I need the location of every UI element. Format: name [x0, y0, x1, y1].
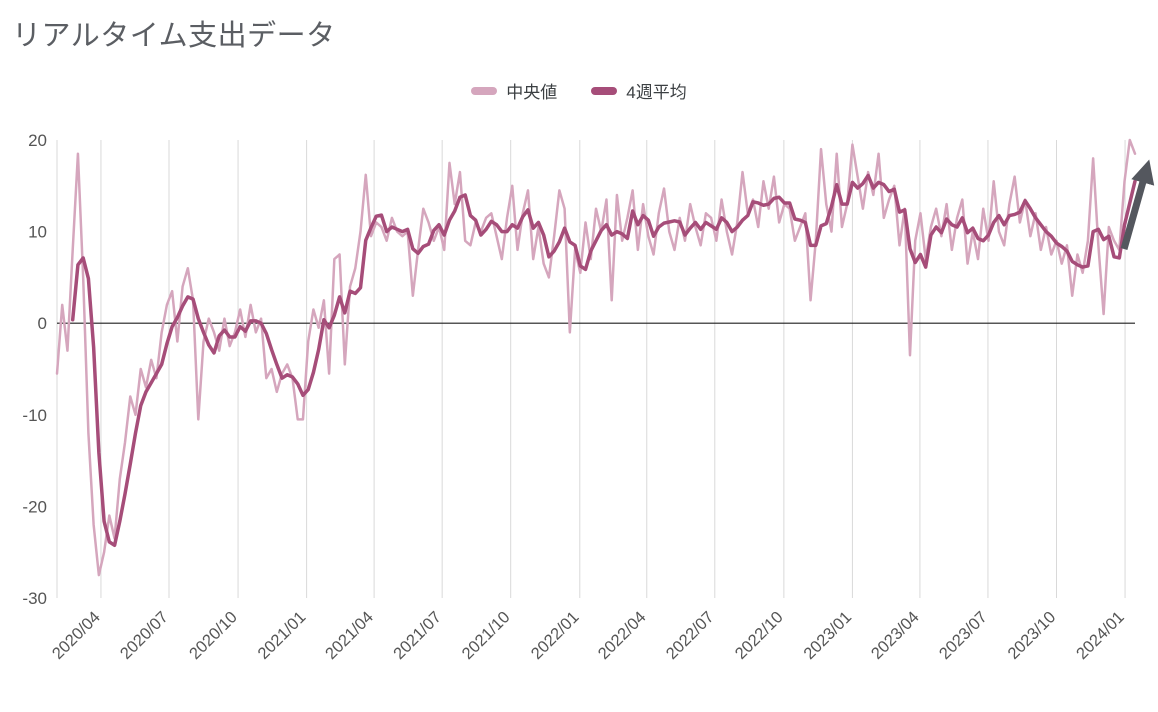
- x-tick-label: 2020/10: [186, 608, 241, 663]
- x-tick-label: 2021/04: [322, 608, 377, 663]
- x-tick-label: 2022/01: [528, 608, 583, 663]
- x-tick-label: 2022/07: [663, 608, 718, 663]
- x-tick-label: 2023/01: [800, 608, 855, 663]
- x-tick-label: 2024/01: [1073, 608, 1128, 663]
- x-tick-label: 2022/04: [595, 608, 650, 663]
- average-series-line: [70, 173, 1137, 548]
- legend-item-average: 4週平均: [591, 78, 687, 103]
- x-tick-label: 2023/04: [868, 608, 923, 663]
- y-tick-label: -30: [22, 589, 47, 608]
- median-swatch: [471, 86, 498, 95]
- x-tick-label: 2020/04: [49, 608, 104, 663]
- average-swatch: [591, 86, 618, 95]
- median-legend-label: 中央値: [506, 83, 558, 102]
- trend-arrow: [1120, 159, 1155, 250]
- x-tick-label: 2021/01: [255, 608, 310, 663]
- legend-item-median: 中央値: [471, 78, 557, 103]
- y-tick-label: 0: [38, 314, 47, 333]
- y-tick-label: -20: [22, 497, 47, 516]
- chart-title: リアルタイム支出データ: [12, 20, 336, 52]
- average-legend-label: 4週平均: [626, 83, 687, 102]
- x-tick-label: 2022/10: [732, 608, 787, 663]
- x-tick-label: 2023/07: [936, 608, 991, 663]
- x-tick-label: 2021/07: [390, 608, 445, 663]
- y-tick-label: -10: [22, 406, 47, 425]
- x-tick-label: 2020/07: [117, 608, 172, 663]
- y-tick-label: 20: [28, 131, 47, 150]
- median-series-line: [55, 138, 1137, 577]
- chart-legend: 中央値 4週平均: [0, 78, 1158, 103]
- x-tick-label: 2023/10: [1004, 608, 1059, 663]
- x-tick-label: 2021/10: [459, 608, 514, 663]
- y-tick-label: 10: [28, 223, 47, 242]
